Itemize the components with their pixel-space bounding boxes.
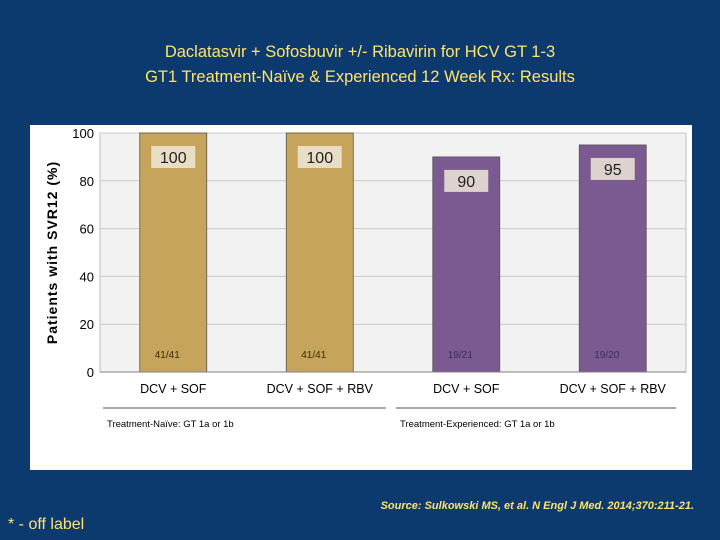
count-label: 41/41 <box>155 350 180 361</box>
y-tick-label: 20 <box>80 317 94 332</box>
chart-panel: 0 20 40 60 80 100 Patients with SVR12 (%) 100 41… <box>30 125 692 470</box>
y-tick-label: 60 <box>80 222 94 237</box>
value-label: 90 <box>457 174 475 191</box>
bar <box>578 144 647 373</box>
title-line-1: Daclatasvir + Sofosbuvir +/- Ribavirin f… <box>164 43 556 61</box>
value-label-box <box>297 146 342 168</box>
value-label-box <box>444 169 489 192</box>
slide-title: Daclatasvir + Sofosbuvir +/- Ribavirin f… <box>0 40 720 90</box>
y-tick-label: 80 <box>80 174 94 189</box>
value-label: 100 <box>160 150 187 167</box>
svr12-bar-chart: 0 20 40 60 80 100 Patients with SVR12 (%) 100 41… <box>44 126 687 430</box>
y-tick-label: 0 <box>87 365 94 380</box>
category-label: DCV + SOF + RBV <box>267 382 374 396</box>
category-label: DCV + SOF + RBV <box>560 382 667 396</box>
value-label: 100 <box>306 150 333 167</box>
title-line-2: GT1 Treatment-Naïve & Experienced 12 Wee… <box>145 68 575 86</box>
count-label: 19/20 <box>594 350 619 361</box>
category-label: DCV + SOF <box>140 382 207 396</box>
bar <box>432 156 501 373</box>
category-label: DCV + SOF <box>433 382 500 396</box>
count-label: 41/41 <box>301 350 326 361</box>
value-label-box <box>151 146 196 168</box>
value-label: 95 <box>604 162 622 179</box>
y-tick-label: 100 <box>72 126 94 141</box>
value-label-box <box>590 157 635 180</box>
group-label: Treatment-Naïve: GT 1a or 1b <box>107 419 234 430</box>
off-label-footnote: * - off label <box>8 516 85 533</box>
y-axis-label: Patients with SVR12 (%) <box>44 161 60 344</box>
group-label: Treatment-Experienced: GT 1a or 1b <box>400 419 555 430</box>
bar <box>139 132 208 373</box>
source-citation: Source: Sulkowski MS, et al. N Engl J Me… <box>380 500 694 512</box>
bar <box>285 132 354 373</box>
count-label: 19/21 <box>448 350 473 361</box>
y-tick-label: 40 <box>80 269 94 284</box>
